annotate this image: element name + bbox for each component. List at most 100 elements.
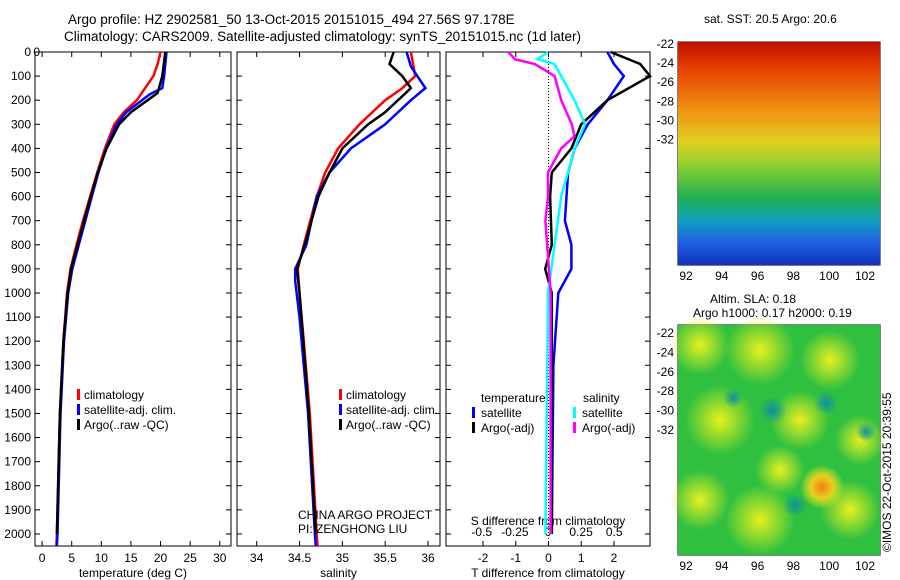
project-label: CHINA ARGO PROJECT	[298, 508, 433, 522]
sst-map-title: sat. SST: 20.5 Argo: 20.6	[704, 12, 837, 26]
sst-map-image	[678, 42, 880, 265]
y-tick-label: 1500	[4, 406, 31, 420]
x-tick-label: 1	[578, 551, 585, 565]
y-tick-label: 1600	[4, 431, 31, 445]
y-tick-label: -28	[657, 384, 675, 398]
copyright-label: ©IMOS 22-Oct-2015 20:39:55	[880, 392, 894, 552]
y-tick-label: -24	[657, 56, 675, 70]
x-tick-label: 10	[95, 551, 109, 565]
y-tick-label: 1700	[4, 455, 31, 469]
axes-box	[34, 51, 232, 547]
x2-tick-label: 0.25	[569, 525, 593, 539]
sla-map-texture	[670, 470, 730, 530]
x2-tick-label: -0.25	[501, 525, 529, 539]
sla-map-texture	[755, 445, 805, 495]
sla-map-title-2: Argo h1000: 0.17 h2000: 0.19	[693, 306, 852, 320]
y-tick-label: 1100	[5, 310, 31, 324]
y-tick-label: 1800	[4, 479, 31, 493]
legend-swatch	[339, 419, 342, 430]
series-line-s-argo-adj-	[507, 51, 576, 534]
series-line-satellite-adj-clim-	[293, 51, 428, 547]
x-axis-label: T difference from climatology	[471, 566, 625, 580]
x-tick-label: 20	[154, 551, 168, 565]
x-tick-label: 94	[715, 559, 729, 573]
x-tick-label: 34.5	[288, 551, 312, 565]
x-tick-label: 94	[715, 269, 729, 283]
y-tick-label: 1200	[4, 334, 31, 348]
sla-map-texture	[725, 485, 795, 555]
series-line-t-satellite	[550, 51, 626, 535]
x-axis-label: temperature (deg C)	[79, 566, 187, 580]
x-tick-label: 96	[751, 559, 765, 573]
legend-swatch	[339, 389, 342, 400]
y-tick-label: 1300	[4, 358, 31, 372]
series-line-climatology	[296, 51, 417, 547]
y-tick-label: 200	[11, 93, 31, 107]
y-tick-label: -26	[657, 75, 675, 89]
y-tick-label: 1000	[4, 286, 31, 300]
sla-map-axes: 92 94 96 98 100 102 -22 -24 -26 -28 -30 -32	[657, 324, 881, 573]
legend-label: satellite-adj. clim.	[84, 403, 176, 417]
axes-box	[236, 51, 441, 547]
x-tick-label: 36	[421, 551, 435, 565]
x-tick-label: 35	[336, 551, 350, 565]
y-tick-label: 100	[11, 69, 31, 83]
x2-tick-label: -0.5	[471, 525, 492, 539]
y-tick-label: 600	[11, 190, 31, 204]
x-tick-label: 102	[855, 269, 875, 283]
x-tick-label: 25	[183, 551, 197, 565]
legend-label: Argo(..raw -QC)	[84, 418, 169, 432]
salinity-profile: 34 34.5 35 35.5 36 salinity climatologysatelli…	[236, 51, 441, 580]
legend-swatch	[77, 419, 80, 430]
y-tick-label: 500	[11, 165, 31, 179]
y-tick-label: 400	[11, 141, 31, 155]
x-tick-label: 5	[68, 551, 75, 565]
sla-map-texture	[783, 493, 807, 517]
legend-label: Argo(-adj)	[582, 421, 635, 435]
y-tick-label: -28	[657, 94, 675, 108]
x-tick-label: 102	[855, 559, 875, 573]
legend-label: satellite	[481, 406, 522, 420]
title-line-1: Argo profile: HZ 2902581_50 13-Oct-2015 …	[68, 12, 515, 27]
y-tick-label: 300	[11, 117, 31, 131]
legend-label: climatology	[346, 388, 406, 402]
pi-label: PI: ZENGHONG LIU	[298, 522, 408, 536]
x-tick-label: 98	[787, 269, 801, 283]
legend-label: Argo(..raw -QC)	[346, 418, 431, 432]
y-tick-label: -22	[657, 326, 675, 340]
legend-title: salinity	[583, 391, 620, 405]
sla-map	[670, 315, 885, 555]
x-tick-label: 0	[545, 551, 552, 565]
y-tick-label: 1400	[4, 382, 31, 396]
y-tick-label: 700	[11, 214, 31, 228]
sla-map-texture	[759, 396, 787, 424]
x-tick-label: 92	[679, 269, 693, 283]
series-line-climatology	[55, 51, 162, 547]
y-tick-label: -26	[657, 365, 675, 379]
legend-swatch	[77, 389, 80, 400]
title-line-2: Climatology: CARS2009. Satellite-adjuste…	[64, 29, 582, 44]
legend-label: satellite	[582, 406, 623, 420]
sla-map-texture	[814, 391, 838, 415]
legend-label: Argo(-adj)	[481, 421, 534, 435]
y-tick-label: 0	[24, 45, 31, 59]
sla-map-title-1: Altim. SLA: 0.18	[710, 292, 797, 306]
y-tick-label: -30	[657, 404, 675, 418]
legend-swatch	[573, 407, 576, 418]
sla-map-texture	[800, 330, 860, 390]
sla-map-texture	[685, 385, 755, 455]
sst-map	[678, 42, 880, 265]
sla-map-texture	[856, 422, 876, 442]
x-tick-label: 100	[819, 269, 839, 283]
legend-swatch	[573, 422, 576, 433]
x-tick-label: 100	[819, 559, 839, 573]
legend-swatch	[77, 404, 80, 415]
x-tick-label: 98	[787, 559, 801, 573]
sla-map-texture	[800, 465, 844, 509]
x-axis-label: salinity	[320, 566, 357, 580]
temperature-profile: 0100200300400500600700800900100011001200…	[4, 45, 232, 580]
x-tick-label: 0	[39, 551, 46, 565]
y-tick-label: -22	[657, 37, 675, 51]
